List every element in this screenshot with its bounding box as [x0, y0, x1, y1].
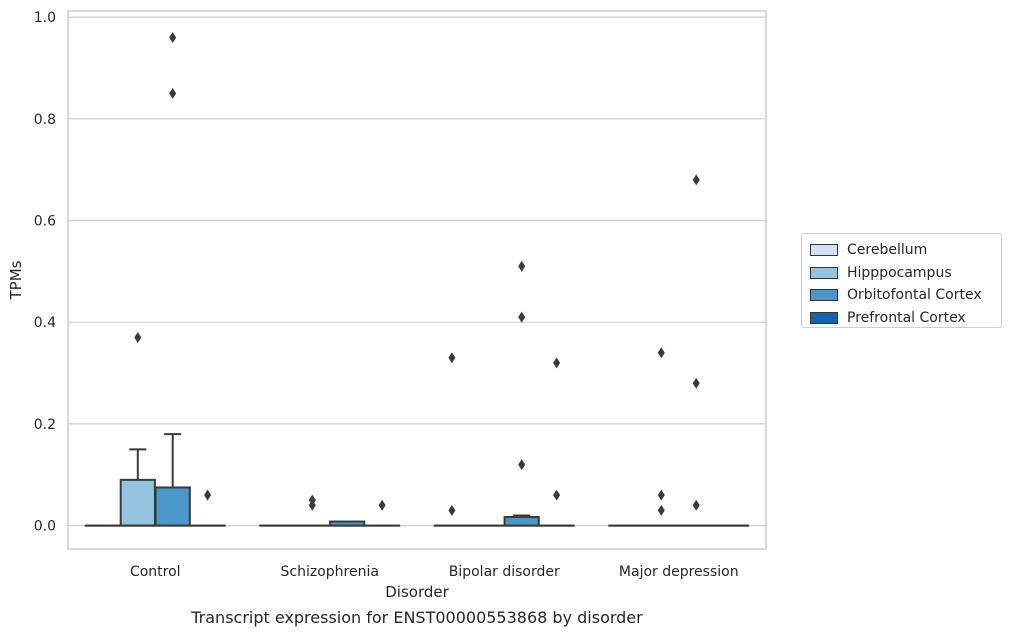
outlier-point — [378, 499, 386, 511]
y-tick-label: 0.2 — [34, 417, 56, 433]
outlier-point — [553, 489, 561, 501]
legend-label: Hipppocampus — [847, 264, 952, 281]
x-axis-label: Disorder — [385, 583, 449, 601]
y-tick-label: 0.6 — [34, 214, 56, 230]
outlier-point — [448, 504, 456, 516]
y-tick-labels: 0.0 0.2 0.4 0.6 0.8 1.0 — [34, 10, 56, 535]
box — [119, 478, 156, 527]
legend-swatch-cerebellum — [810, 244, 838, 257]
legend-item: Orbitofontal Cortex — [810, 284, 993, 307]
y-tick-label: 1.0 — [34, 10, 56, 26]
legend-item: Prefrontal Cortex — [810, 307, 993, 330]
y-axis-label: TPMs — [7, 260, 25, 300]
y-tick-label: 0.0 — [34, 519, 56, 535]
legend-swatch-orbitofrontal — [810, 289, 838, 302]
boxes — [84, 31, 750, 527]
outlier-point — [518, 311, 526, 323]
x-tick-label: Bipolar disorder — [449, 564, 560, 580]
outlier-point — [657, 347, 665, 359]
box — [503, 515, 540, 527]
legend-swatch-hippocampus — [810, 266, 838, 279]
legend: Cerebellum Hipppocampus Orbitofontal Cor… — [801, 233, 1002, 328]
legend-label: Cerebellum — [847, 242, 928, 259]
x-tick-label: Schizophrenia — [281, 564, 379, 580]
x-tick-labels: Control Schizophrenia Bipolar disorder Majo… — [130, 564, 739, 580]
outlier-point — [692, 499, 700, 511]
outlier-point — [448, 352, 456, 364]
y-tick-label: 0.4 — [34, 315, 56, 331]
outlier-point — [169, 31, 177, 43]
outlier-point — [692, 174, 700, 186]
x-tick-label: Major depression — [619, 564, 739, 580]
outlier-point — [657, 489, 665, 501]
x-tick-label: Control — [130, 564, 181, 580]
outlier-point — [518, 459, 526, 471]
outlier-point — [134, 331, 142, 343]
outlier-point — [657, 504, 665, 516]
y-tick-label: 0.8 — [34, 112, 56, 128]
legend-label: Orbitofontal Cortex — [847, 287, 982, 304]
outlier-point — [204, 489, 212, 501]
outlier-point — [553, 357, 561, 369]
box — [154, 486, 191, 527]
legend-item: Cerebellum — [810, 239, 993, 262]
legend-label: Prefrontal Cortex — [847, 309, 966, 326]
plot-frame — [67, 10, 767, 550]
legend-swatch-prefrontal — [810, 311, 838, 324]
outlier-point — [169, 87, 177, 99]
outlier-point — [308, 499, 316, 511]
outlier-point — [518, 260, 526, 272]
legend-item: Hipppocampus — [810, 262, 993, 285]
chart-caption: Transcript expression for ENST0000055386… — [191, 608, 643, 627]
outlier-point — [692, 377, 700, 389]
